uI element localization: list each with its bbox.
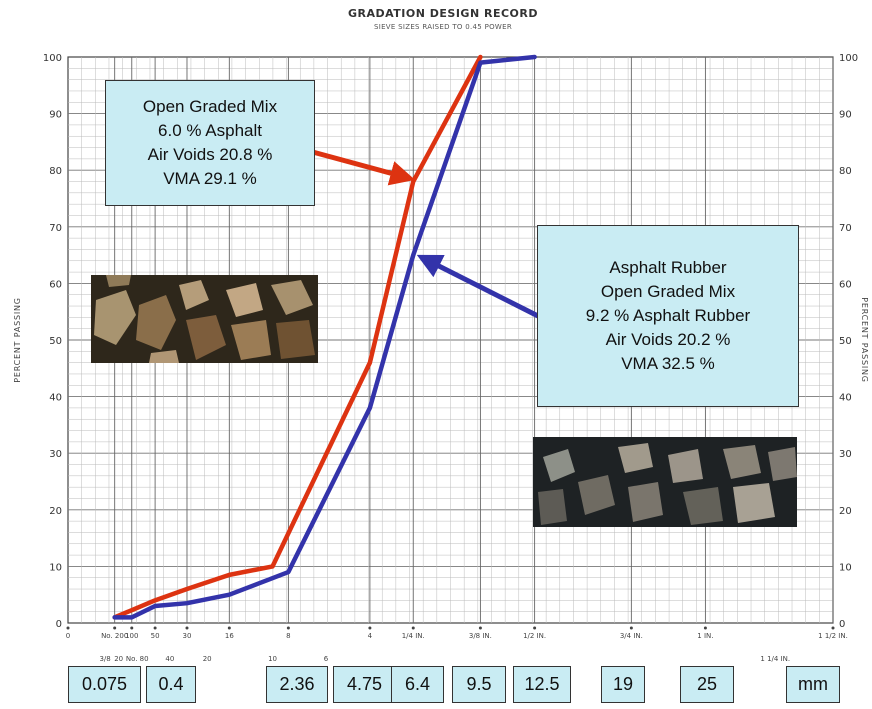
y-axis-label-left: PERCENT PASSING	[13, 297, 22, 383]
chart-subtitle: SIEVE SIZES RAISED TO 0.45 POWER	[374, 23, 512, 31]
sieve-label: 1 1/4 IN.	[760, 655, 790, 663]
y-tick-label: 60	[49, 279, 62, 290]
sieve-size-box: 6.4	[391, 666, 444, 703]
sieve-marker	[533, 626, 537, 630]
sieve-label: 3/4 IN.	[620, 632, 643, 640]
note-line: Open Graded Mix	[600, 282, 736, 301]
y-tick-label: 0	[839, 619, 845, 630]
note-line: VMA 32.5 %	[621, 354, 715, 373]
sieve-marker	[411, 626, 415, 630]
unit-label-box: mm	[786, 666, 840, 703]
y-tick-label: 10	[49, 562, 62, 573]
y-tick-label: 90	[49, 110, 62, 121]
y-axis-label-right: PERCENT PASSING	[860, 297, 869, 383]
annotation-arrow	[416, 254, 540, 319]
grid	[68, 57, 834, 623]
sieve-label: 20	[114, 655, 123, 663]
open-graded-mix-note: Open Graded Mix 6.0 % Asphalt Air Voids …	[105, 80, 315, 206]
sieve-label: 1/2 IN.	[523, 632, 546, 640]
sieve-size-box: 19	[601, 666, 645, 703]
y-tick-label: 70	[839, 223, 852, 234]
y-tick-label: 100	[839, 53, 858, 64]
sieve-label: 3/8	[99, 655, 110, 663]
sieve-label: 1 1/2 IN.	[818, 632, 848, 640]
sieve-size-box: 9.5	[452, 666, 506, 703]
gradation-line-2	[112, 54, 537, 620]
sieve-label: 8	[286, 632, 290, 640]
sieve-marker	[368, 626, 372, 630]
open-graded-mix-photo	[91, 275, 318, 363]
sieve-size-box: 12.5	[513, 666, 571, 703]
sieve-label: 16	[225, 632, 234, 640]
sieve-label: 20	[203, 655, 212, 663]
aggregate-photo-graphic	[533, 437, 797, 527]
asphalt-rubber-mix-photo	[533, 437, 797, 527]
sieve-marker	[703, 626, 707, 630]
gradation-line-1	[112, 54, 483, 620]
sieve-marker	[831, 626, 835, 630]
y-tick-label: 70	[49, 223, 62, 234]
note-line: Air Voids 20.2 %	[605, 330, 731, 349]
sieve-marker	[153, 626, 157, 630]
sieve-marker	[227, 626, 231, 630]
y-tick-label: 40	[839, 393, 852, 404]
asphalt-rubber-note: Asphalt Rubber Open Graded Mix 9.2 % Asp…	[537, 225, 799, 407]
note-line: Open Graded Mix	[142, 97, 278, 116]
sieve-marker	[185, 626, 189, 630]
sieve-label: 10	[268, 655, 277, 663]
annotation-arrow	[297, 145, 416, 186]
sieve-marker	[130, 626, 134, 630]
sieve-marker	[629, 626, 633, 630]
y-tick-label: 100	[43, 53, 62, 64]
y-tick-label: 20	[49, 506, 62, 517]
y-axis-right: 0 10 20 30 40 50 60 70 80 90 100	[839, 53, 858, 630]
sieve-label: 100	[125, 632, 138, 640]
sieve-label: 30	[183, 632, 192, 640]
sieve-size-box: 4.75	[333, 666, 396, 703]
sieve-label: 40	[165, 655, 174, 663]
sieve-size-box: 25	[680, 666, 734, 703]
sieve-marker	[113, 626, 117, 630]
y-tick-label: 30	[49, 449, 62, 460]
y-tick-label: 90	[839, 110, 852, 121]
y-tick-label: 30	[839, 449, 852, 460]
aggregate-photo-graphic	[91, 275, 318, 363]
y-tick-label: 0	[56, 619, 62, 630]
note-line: VMA 29.1 %	[163, 169, 257, 188]
sieve-marker	[66, 626, 70, 630]
note-line: 9.2 % Asphalt Rubber	[585, 306, 751, 325]
sieve-label: No. 80	[126, 655, 149, 663]
sieve-size-box: 0.075	[68, 666, 141, 703]
chart-title: GRADATION DESIGN RECORD	[348, 7, 538, 20]
sieve-label: 6	[324, 655, 329, 663]
sieve-marker	[478, 626, 482, 630]
y-tick-label: 80	[839, 166, 852, 177]
y-tick-label: 10	[839, 562, 852, 573]
sieve-label: 4	[368, 632, 373, 640]
annotation-arrows	[297, 145, 540, 319]
y-axis-left: 0 10 20 30 40 50 60 70 80 90 100	[43, 53, 62, 630]
sieve-label: 1/4 IN.	[402, 632, 425, 640]
y-tick-label: 40	[49, 393, 62, 404]
sieve-label: 1 IN.	[697, 632, 713, 640]
sieve-label: No. 200	[101, 632, 128, 640]
y-tick-label: 50	[839, 336, 852, 347]
sieve-label: 0	[66, 632, 70, 640]
note-line: Asphalt Rubber	[609, 258, 727, 277]
note-line: Air Voids 20.8 %	[147, 145, 273, 164]
y-tick-label: 60	[839, 279, 852, 290]
series-group	[112, 54, 537, 620]
sieve-label: 50	[151, 632, 160, 640]
sieve-size-box: 2.36	[266, 666, 328, 703]
note-line: 6.0 % Asphalt	[158, 121, 262, 140]
y-tick-label: 50	[49, 336, 62, 347]
sieve-marker	[286, 626, 290, 630]
sieve-label: 3/8 IN.	[469, 632, 492, 640]
y-tick-label: 80	[49, 166, 62, 177]
sieve-size-box: 0.4	[146, 666, 196, 703]
y-tick-label: 20	[839, 506, 852, 517]
